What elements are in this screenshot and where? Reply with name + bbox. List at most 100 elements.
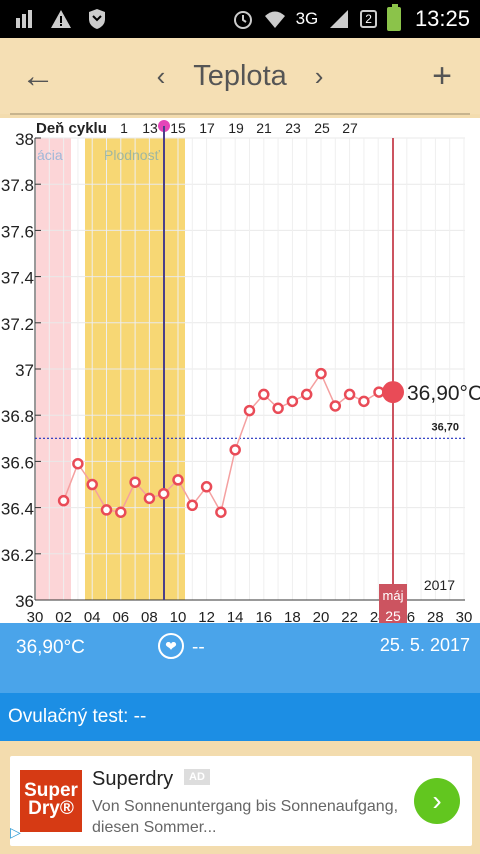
chart-canvas[interactable]: 36 36.2 36.4 36.6 36.8 37 37.2 37.4 37.6 37.8 38 30… bbox=[0, 118, 480, 623]
x-tick-label: 02 bbox=[55, 609, 72, 623]
previous-chart-button[interactable]: ‹ bbox=[156, 60, 166, 91]
cycle-day-label: 19 bbox=[228, 120, 244, 136]
data-point bbox=[243, 404, 256, 417]
data-point bbox=[129, 476, 141, 488]
data-point bbox=[172, 474, 184, 486]
warning-icon bbox=[51, 10, 71, 28]
data-point bbox=[343, 388, 356, 401]
data-point bbox=[300, 388, 313, 401]
y-tick-label: 37.4 bbox=[1, 269, 34, 288]
y-tick-label: 37 bbox=[15, 361, 34, 380]
ad-go-button[interactable]: › bbox=[414, 778, 460, 824]
cycle-day-title: Deň cyklu bbox=[36, 120, 107, 137]
ad-logo[interactable]: Super Dry® bbox=[20, 770, 82, 832]
y-tick-label: 37.2 bbox=[1, 315, 34, 334]
back-button[interactable]: ← bbox=[14, 52, 62, 100]
x-tick-label: 16 bbox=[255, 609, 272, 623]
cycle-day-label: 1 bbox=[120, 120, 128, 136]
data-point bbox=[258, 388, 270, 401]
chevron-right-icon: › bbox=[432, 785, 442, 816]
status-bar: 3G 2 13:25 bbox=[0, 0, 480, 38]
data-point bbox=[72, 457, 84, 470]
data-point bbox=[143, 492, 156, 505]
x-tick-label: 04 bbox=[84, 609, 101, 623]
ad-banner[interactable]: Super Dry® Superdry AD Von Sonnenunterga… bbox=[10, 756, 472, 846]
y-tick-label: 37.8 bbox=[1, 176, 34, 195]
signal-icon bbox=[330, 10, 349, 28]
data-point bbox=[100, 504, 113, 516]
y-tick-label: 36 bbox=[15, 592, 34, 611]
data-point bbox=[286, 395, 299, 408]
ovulation-test-row[interactable]: Ovulačný test: -- bbox=[0, 693, 480, 741]
notification-badge: 2 bbox=[360, 10, 377, 28]
fertility-label: Plodnosť bbox=[104, 147, 161, 163]
data-point bbox=[229, 444, 241, 456]
x-tick-label: 08 bbox=[141, 609, 158, 623]
heart-value: -- bbox=[192, 637, 205, 658]
add-button[interactable]: + bbox=[418, 52, 466, 100]
cycle-day-label: 13 bbox=[142, 120, 158, 136]
battery-icon bbox=[386, 4, 401, 31]
x-tick-label: 20 bbox=[313, 609, 330, 623]
cycle-day-label: 15 bbox=[170, 120, 186, 136]
current-data-point bbox=[382, 381, 404, 404]
next-chart-button[interactable]: › bbox=[314, 60, 324, 91]
title-switcher: ‹ Teplota › bbox=[140, 52, 340, 100]
plus-icon: + bbox=[432, 56, 452, 95]
selected-date: 25. 5. 2017 bbox=[379, 635, 470, 655]
heart-icon[interactable]: ❤ bbox=[158, 633, 184, 659]
x-tick-label: 06 bbox=[112, 609, 129, 623]
app-header: ← ‹ Teplota › + bbox=[0, 38, 480, 114]
cycle-day-label: 21 bbox=[256, 120, 272, 136]
clock: 13:25 bbox=[414, 6, 470, 31]
y-tick-label: 36.6 bbox=[1, 453, 34, 472]
y-tick-label: 36.8 bbox=[1, 407, 34, 426]
coverline-label: 36,70 bbox=[431, 421, 459, 433]
month-marker bbox=[379, 584, 407, 623]
x-tick-label: 28 bbox=[427, 609, 444, 623]
current-day-label: 25 bbox=[385, 608, 401, 623]
chart-icon bbox=[16, 10, 32, 28]
year-label: 2017 bbox=[424, 577, 455, 593]
alarm-icon bbox=[233, 11, 252, 29]
ad-description[interactable]: Von Sonnenuntergang bis Sonnenaufgang, d… bbox=[92, 798, 399, 836]
x-tick-label: 14 bbox=[227, 609, 244, 623]
data-point bbox=[86, 478, 98, 491]
ad-brand[interactable]: Superdry bbox=[92, 768, 174, 790]
data-point bbox=[186, 499, 199, 512]
current-value-label: 36,90°C bbox=[407, 382, 480, 405]
data-point bbox=[358, 395, 370, 408]
shield-icon bbox=[89, 9, 105, 29]
x-tick-label: 18 bbox=[284, 609, 301, 623]
cycle-day-label: 27 bbox=[342, 120, 358, 136]
temperature-value: 36,90°C bbox=[16, 637, 85, 658]
y-tick-label: 38 bbox=[15, 130, 34, 149]
data-point bbox=[200, 481, 213, 493]
data-point bbox=[315, 367, 327, 380]
arrow-left-icon: ← bbox=[21, 56, 55, 95]
data-point bbox=[215, 506, 227, 518]
ad-tag: AD bbox=[184, 769, 210, 785]
data-point bbox=[57, 494, 70, 507]
menstruation-label: ácia bbox=[37, 147, 63, 163]
data-point bbox=[157, 487, 170, 500]
x-tick-label: 10 bbox=[170, 609, 187, 623]
x-tick-label: 30 bbox=[27, 609, 44, 623]
network-type: 3G bbox=[295, 9, 319, 28]
y-tick-label: 37.6 bbox=[1, 222, 34, 241]
adchoices-icon[interactable]: ▷ bbox=[10, 824, 21, 840]
y-tick-label: 36.4 bbox=[1, 500, 34, 519]
wifi-icon bbox=[264, 11, 285, 28]
x-tick-label: 12 bbox=[198, 609, 215, 623]
data-point bbox=[272, 402, 284, 415]
cycle-day-label: 23 bbox=[285, 120, 301, 136]
x-tick-label: 30 bbox=[456, 609, 473, 623]
temperature-chart[interactable]: 36 36.2 36.4 36.6 36.8 37 37.2 37.4 37.6 37.8 38 30… bbox=[0, 118, 480, 623]
month-marker-label: máj bbox=[383, 588, 404, 603]
cycle-day-label: 25 bbox=[314, 120, 330, 136]
header-divider bbox=[10, 113, 470, 115]
data-point bbox=[329, 400, 342, 412]
info-bar: 36,90°C ❤ -- 25. 5. 2017 bbox=[0, 623, 480, 693]
y-tick-label: 36.2 bbox=[1, 546, 34, 565]
data-point bbox=[115, 506, 127, 518]
